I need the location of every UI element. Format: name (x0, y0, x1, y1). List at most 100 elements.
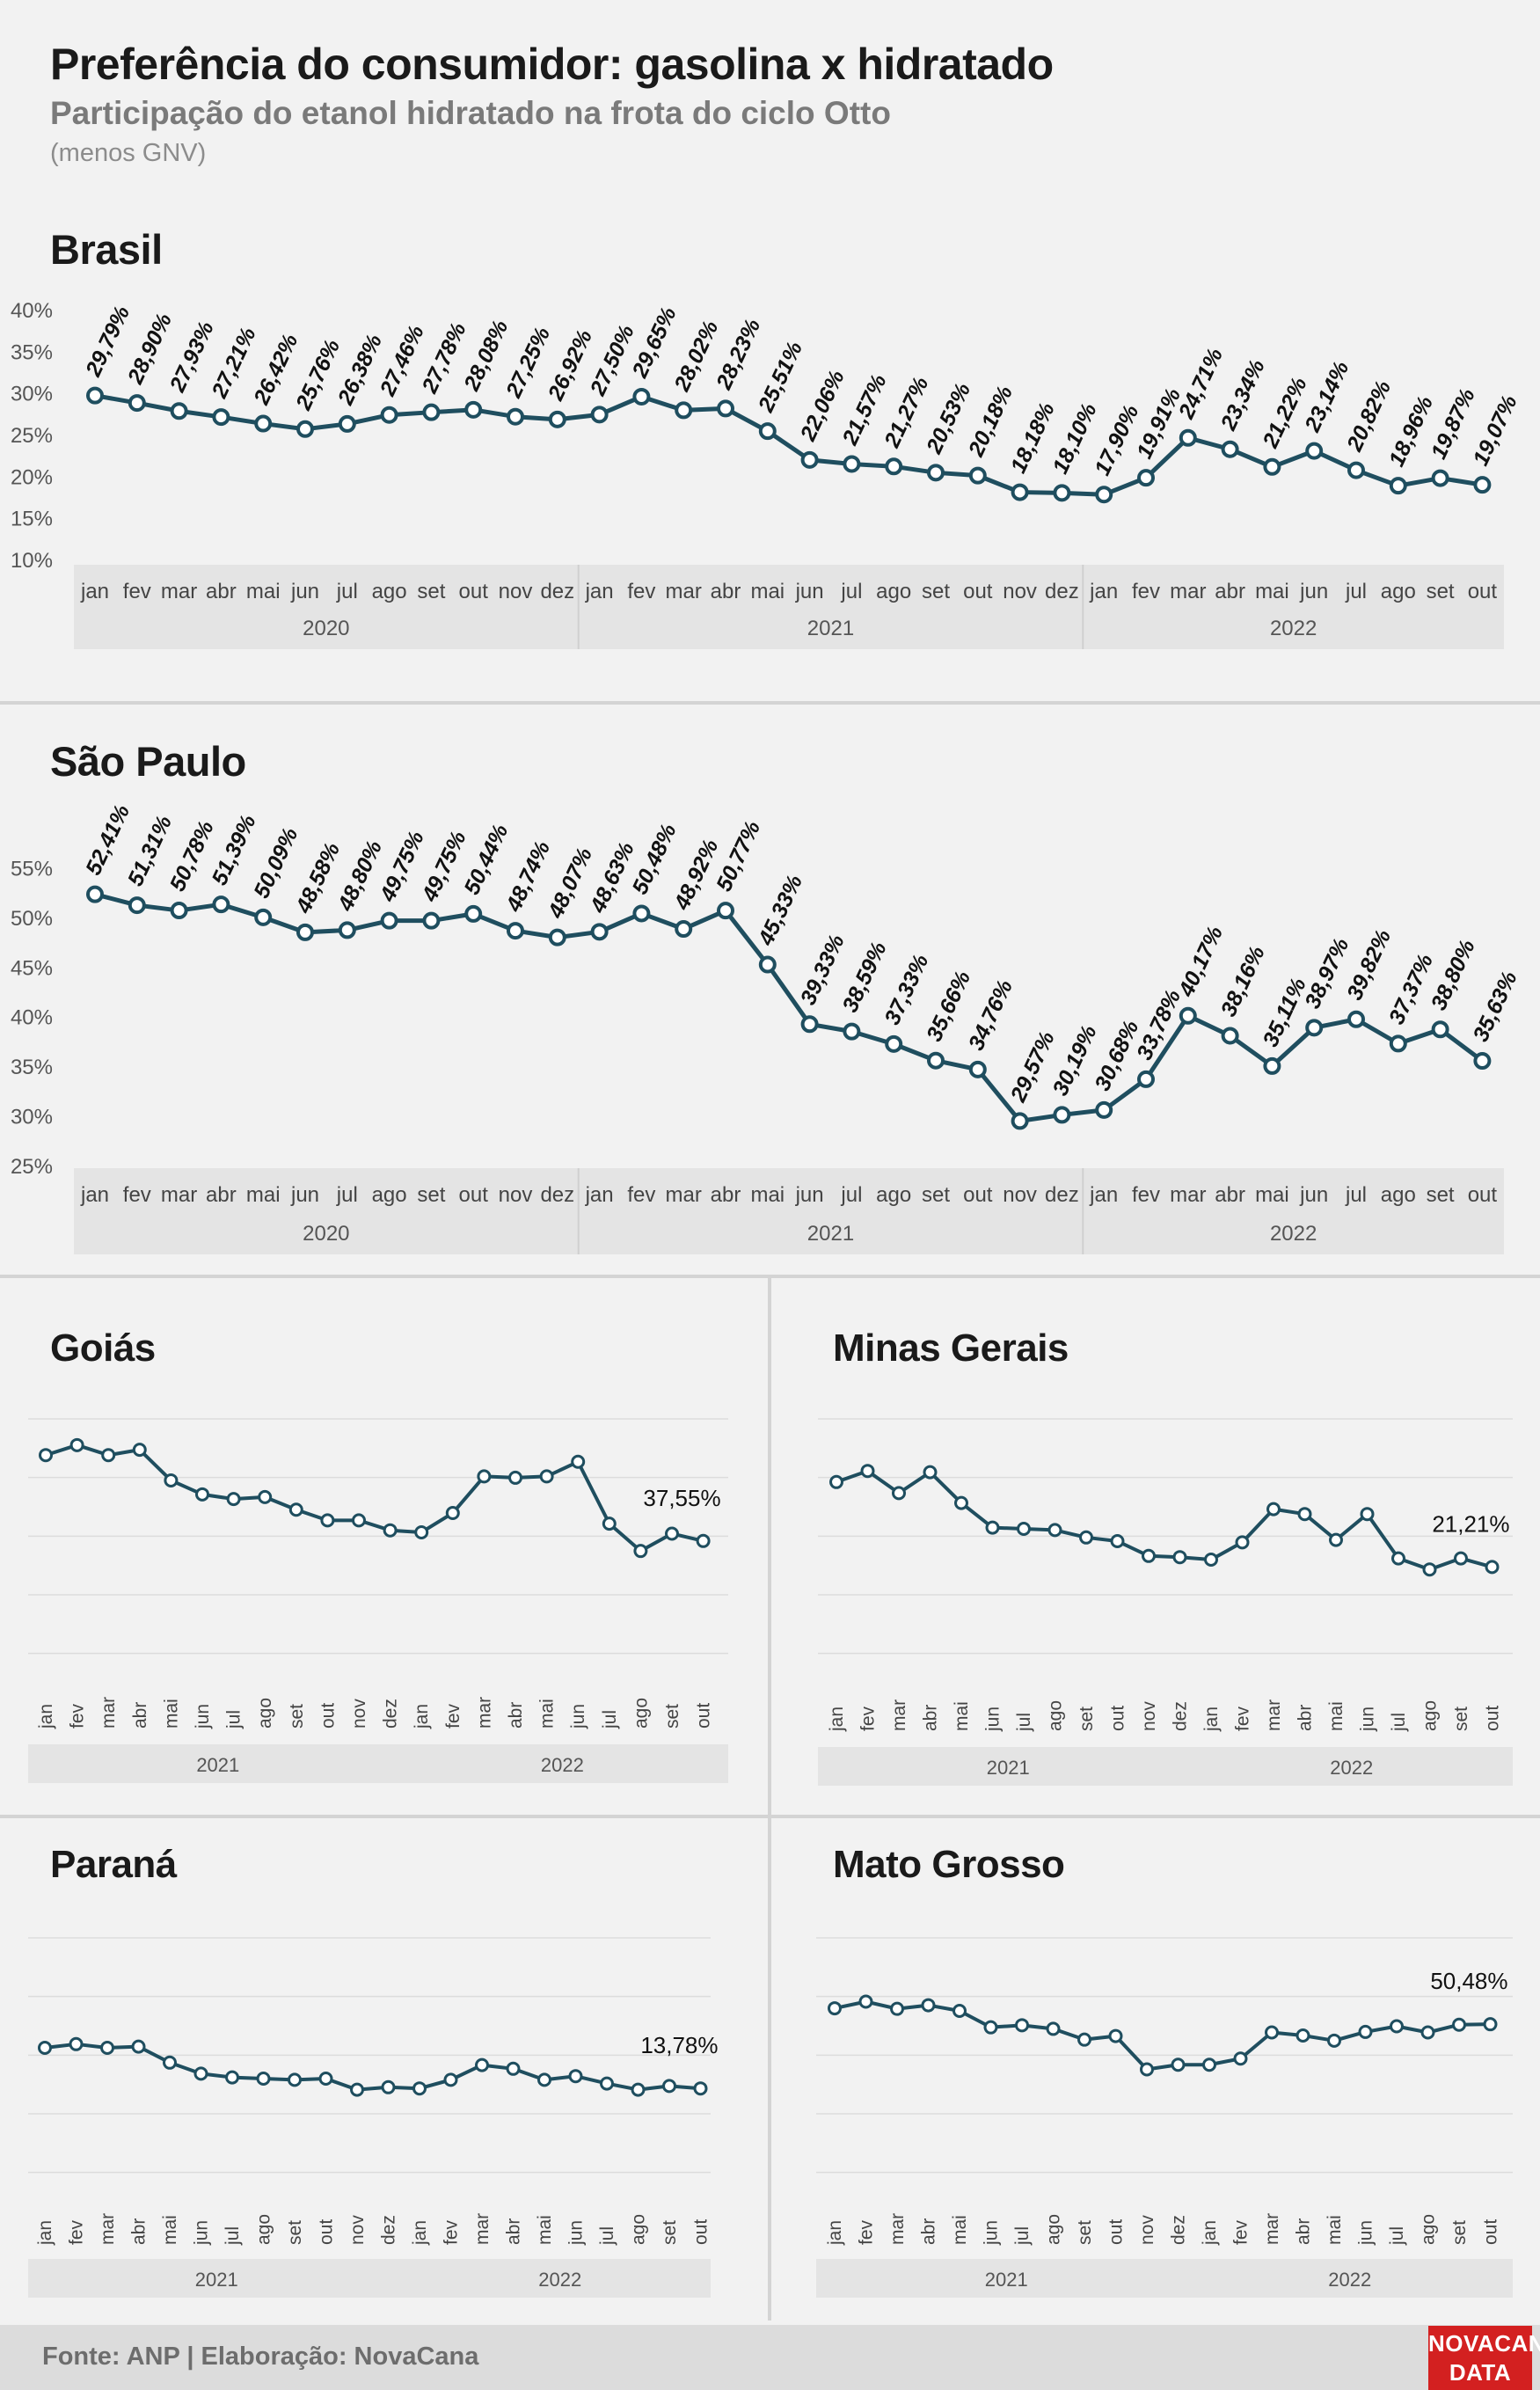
data-label: 23,34% (1215, 356, 1270, 435)
data-point (1347, 1010, 1365, 1028)
data-point (381, 2079, 396, 2094)
month-label: nov (1137, 2215, 1157, 2245)
data-point (800, 1015, 819, 1034)
month-label: out (1468, 580, 1498, 603)
data-point (1221, 440, 1239, 458)
data-point (350, 2082, 364, 2097)
data-label: 35,66% (922, 968, 975, 1046)
data-point (383, 1523, 398, 1538)
month-label: jul (224, 1710, 245, 1729)
data-point (477, 1469, 492, 1484)
data-point (927, 464, 945, 482)
month-label: jun (795, 1183, 824, 1207)
data-point (288, 2072, 302, 2087)
data-point (927, 1051, 945, 1070)
year-label: 2022 (541, 1754, 584, 1776)
month-label: mar (1262, 2213, 1282, 2245)
month-label: jul (336, 580, 358, 603)
data-point (600, 2076, 614, 2091)
month-label: jul (1389, 1713, 1409, 1732)
month-label: out (694, 1703, 714, 1729)
data-point (665, 1526, 679, 1541)
parana-title: Paraná (50, 1843, 177, 1886)
month-label: mai (160, 2215, 180, 2245)
month-label: mar (666, 580, 702, 603)
data-point (1431, 1020, 1449, 1039)
page-subtitle: Participação do etanol hidratado na frot… (50, 95, 891, 131)
data-point (254, 908, 273, 926)
x-axis-band (816, 2259, 1513, 2298)
data-point (507, 407, 524, 426)
data-point (1235, 1535, 1250, 1550)
data-point (1053, 1106, 1071, 1124)
month-label: jun (192, 2220, 212, 2246)
data-point (892, 1486, 906, 1501)
month-label: nov (1003, 580, 1037, 603)
month-label: mai (246, 580, 281, 603)
data-point (1137, 469, 1155, 487)
month-label: jul (1387, 2226, 1407, 2246)
data-point (590, 406, 609, 424)
data-point (1110, 1534, 1125, 1548)
data-point (633, 1544, 648, 1559)
month-label: fev (1132, 580, 1160, 603)
month-label: fev (67, 2219, 87, 2245)
month-label: jan (80, 580, 109, 603)
data-point (506, 2061, 521, 2076)
data-point (39, 1448, 53, 1463)
month-label: dez (540, 1183, 574, 1207)
month-label: ago (876, 580, 911, 603)
month-label: mar (161, 580, 197, 603)
month-label: out (1468, 1183, 1498, 1207)
data-point (170, 402, 188, 420)
divider (0, 701, 1540, 705)
data-point (507, 922, 524, 940)
data-point (86, 885, 104, 903)
month-label: mar (1170, 580, 1206, 603)
data-point (100, 2041, 114, 2055)
data-point (631, 2082, 646, 2097)
month-label: jan (827, 1707, 847, 1732)
data-point (696, 1533, 711, 1548)
data-point (548, 928, 566, 946)
data-label: 40,17% (1173, 923, 1228, 1002)
year-label: 2022 (1270, 1222, 1317, 1246)
month-label: abr (1294, 2218, 1314, 2245)
month-label: mar (1170, 1183, 1206, 1207)
month-label: out (317, 2219, 337, 2245)
month-label: jan (410, 2220, 430, 2246)
year-label: 2021 (985, 2269, 1028, 2291)
page-title: Preferência do consumidor: gasolina x hi… (50, 40, 1054, 89)
y-tick-label: 35% (11, 340, 53, 364)
y-tick-label: 30% (11, 383, 53, 406)
data-point (568, 2069, 583, 2084)
data-point (38, 2041, 52, 2055)
month-label: set (1451, 1707, 1471, 1731)
data-label: 26,38% (332, 331, 387, 410)
month-label: set (1427, 580, 1455, 603)
year-label: 2022 (1330, 1757, 1373, 1779)
data-point (380, 406, 398, 424)
data-label: 50,77% (712, 817, 765, 895)
data-point (352, 1513, 366, 1528)
series-line (836, 1469, 1493, 1572)
month-label: jun (290, 580, 319, 603)
month-label: jul (223, 2226, 243, 2246)
data-point (422, 911, 441, 930)
month-label: jun (1356, 2220, 1376, 2246)
month-label: abr (711, 1183, 741, 1207)
source-note: Fonte: ANP | Elaboração: NovaCana (42, 2342, 479, 2371)
data-point (843, 455, 861, 473)
month-label: out (459, 580, 489, 603)
data-point (1305, 1019, 1324, 1037)
data-label: 29,57% (1005, 1027, 1060, 1107)
month-label: mai (750, 1183, 785, 1207)
data-point (1389, 477, 1407, 495)
data-point (717, 902, 734, 920)
month-label: jan (36, 1704, 56, 1729)
data-point (212, 408, 230, 427)
month-label: fev (1132, 1183, 1160, 1207)
data-point (1233, 2051, 1248, 2066)
x-axis-band (74, 565, 1504, 649)
month-label: mai (535, 2215, 555, 2245)
